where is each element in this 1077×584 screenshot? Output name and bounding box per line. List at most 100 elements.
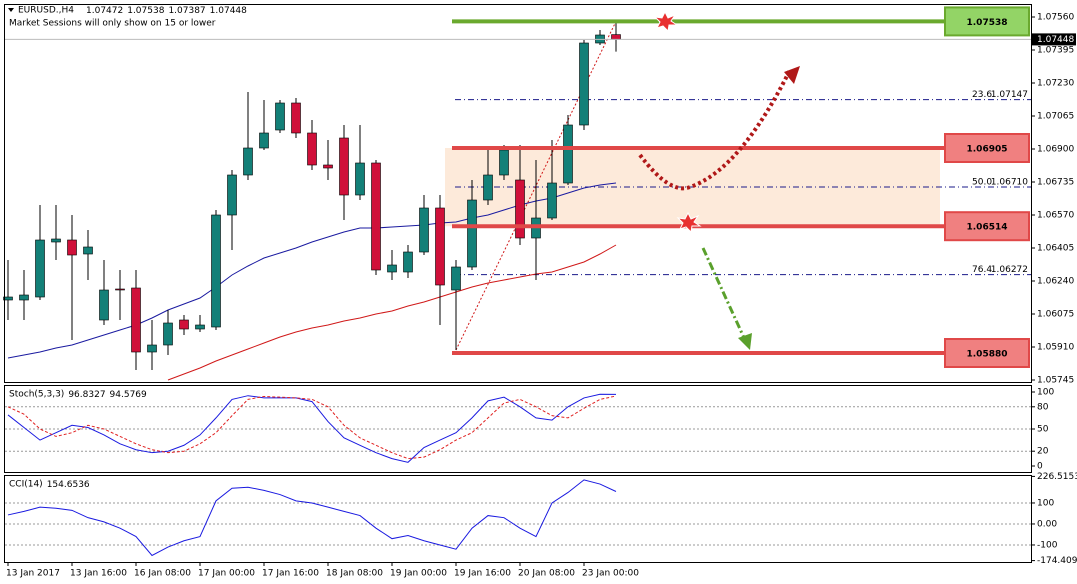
ohlc-value: 1.07472 <box>86 6 123 16</box>
x-tick-label: 17 Jan 16:00 <box>262 569 319 579</box>
candle-body <box>291 102 301 134</box>
x-tick-label: 19 Jan 00:00 <box>390 569 447 579</box>
y-tick-label: 0 <box>1037 462 1043 472</box>
x-tick-label: 18 Jan 08:00 <box>326 569 383 579</box>
y-tick-label: 1.06735 <box>1037 178 1074 188</box>
candle-body <box>195 324 205 330</box>
indicator-value: 96.8327 <box>68 390 105 400</box>
indicator-line <box>7 393 617 463</box>
candle-body <box>115 288 125 291</box>
y-tick-label: 1.05745 <box>1037 376 1074 386</box>
stoch-title: Stoch(5,3,3) 96.8327 94.5769 <box>9 390 147 400</box>
y-tick-label: 1.05910 <box>1037 343 1074 353</box>
x-tick-label: 17 Jan 00:00 <box>198 569 255 579</box>
x-tick-label: 13 Jan 2017 <box>6 569 60 579</box>
y-tick-label: 20 <box>1037 447 1049 457</box>
x-tick-label: 19 Jan 16:00 <box>454 569 511 579</box>
y-tick-label: 1.07230 <box>1037 79 1074 89</box>
candle-body <box>243 147 253 176</box>
level-box <box>944 133 1030 163</box>
fib-level: 76.4 <box>972 265 992 275</box>
cci-title: CCI(14) 154.6536 <box>9 480 90 490</box>
candle-body <box>307 132 317 166</box>
main-pane-frame <box>4 4 1032 383</box>
y-tick-label: 1.06075 <box>1037 310 1074 320</box>
ohlc-header: 1.07472 1.07538 1.07387 1.07448 <box>86 6 247 16</box>
candle-body <box>563 124 573 184</box>
candle-body <box>403 251 413 273</box>
indicator-line <box>7 479 617 557</box>
ohlc-value: 1.07387 <box>168 6 205 16</box>
level-label: 1.06514 <box>967 223 1008 233</box>
candle-body <box>499 149 509 176</box>
x-tick-label: 13 Jan 16:00 <box>70 569 127 579</box>
x-tick-label: 20 Jan 08:00 <box>518 569 575 579</box>
candle-body <box>147 344 157 353</box>
level-box <box>944 338 1030 368</box>
plot-layer: 1.07560 1.07395 1.07230 1.07065 1.06900 1.067… <box>3 6 1077 579</box>
x-tick-label: 23 Jan 00:00 <box>582 569 639 579</box>
bearish-arrow-head <box>738 333 752 350</box>
y-tick-label: 80 <box>1037 402 1049 412</box>
fib-level: 23.6 <box>972 90 992 100</box>
cci-pane-frame <box>4 475 1032 563</box>
candle-body <box>179 319 189 330</box>
bullish-arrow <box>638 69 792 191</box>
y-tick-label: 226.5153 <box>1037 472 1077 482</box>
level-label: 1.05880 <box>967 350 1008 360</box>
stoch-pane-frame <box>4 385 1032 473</box>
candle-body <box>483 174 493 201</box>
fib-price: 1.07147 <box>991 90 1028 100</box>
candle-body <box>515 179 525 239</box>
candle-body <box>163 322 173 346</box>
fib-price: 1.06710 <box>991 178 1028 188</box>
indicator-line <box>167 244 617 381</box>
indicator-line <box>7 182 617 359</box>
y-tick-label: 1.07395 <box>1037 46 1074 56</box>
candle-body <box>547 182 557 219</box>
fib-diagonal <box>455 21 617 351</box>
y-tick-label: 1.06570 <box>1037 211 1074 221</box>
symbol-label: EURUSD.,H4 <box>18 6 74 16</box>
candle-body <box>211 214 221 328</box>
candle-body <box>227 174 237 216</box>
candle-body <box>579 42 589 126</box>
candle-body <box>355 162 365 196</box>
y-tick-label: 1.07065 <box>1037 112 1074 122</box>
candle-body <box>83 246 93 255</box>
dropdown-icon <box>8 8 14 12</box>
candle-body <box>611 34 621 40</box>
candle-body <box>51 238 61 243</box>
candle-body <box>467 199 477 268</box>
fib-level: 50.0 <box>972 178 992 188</box>
bullish-arrow-head <box>784 66 800 84</box>
candle-body <box>371 162 381 271</box>
indicator-value: 94.5769 <box>110 390 147 400</box>
candle-body <box>99 289 109 321</box>
y-tick-label: 100 <box>1037 388 1054 398</box>
candle-body <box>419 207 429 253</box>
candle-body <box>3 296 13 301</box>
ohlc-value: 1.07448 <box>210 6 247 16</box>
candle-body <box>275 102 285 131</box>
y-tick-label: 0.00 <box>1037 519 1057 529</box>
candle-body <box>323 164 333 169</box>
y-tick-label: -174.4096 <box>1037 556 1077 566</box>
candle-body <box>387 264 397 273</box>
sessions-note: Market Sessions will only show on 15 or … <box>9 19 216 29</box>
level-label: 1.06905 <box>967 145 1008 155</box>
candle-body <box>435 207 445 286</box>
indicator-value: 154.6536 <box>47 480 90 490</box>
y-tick-label: 50 <box>1037 425 1049 435</box>
candle-body <box>131 287 141 353</box>
level-box <box>944 211 1030 242</box>
ohlc-value: 1.07538 <box>127 6 164 16</box>
candle-body <box>451 266 461 291</box>
x-tick-label: 16 Jan 08:00 <box>134 569 191 579</box>
y-tick-label: 100 <box>1037 498 1054 508</box>
y-tick-label: 1.06405 <box>1037 244 1074 254</box>
bearish-arrow <box>701 247 747 341</box>
candle-body <box>259 132 269 149</box>
